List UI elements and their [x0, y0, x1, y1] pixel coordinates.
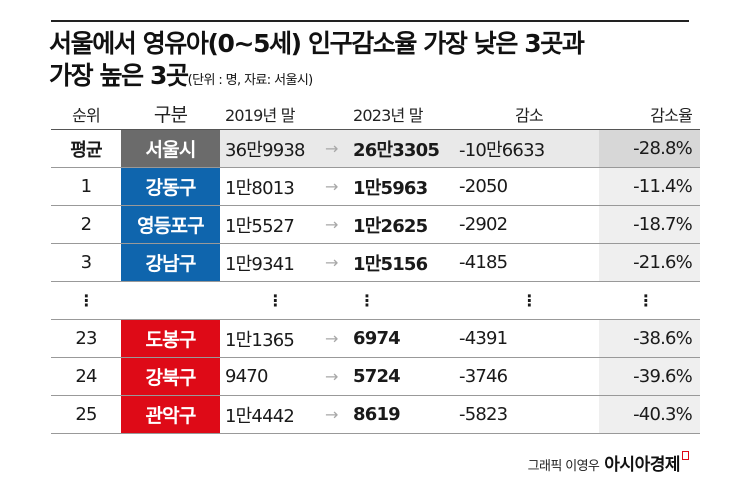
rate-cell: -39.6%	[599, 357, 700, 396]
value-2023: 6974	[353, 319, 449, 358]
header-row: 순위 구분 2019년 말 2023년 말 감소 감소율	[51, 98, 700, 130]
rank-cell: 23	[51, 319, 121, 358]
header-decrease: 감소	[449, 98, 599, 130]
ellipsis-icon: ⋮	[220, 281, 325, 320]
rank-cell: 2	[51, 205, 121, 244]
decrease-cell: -2902	[449, 205, 599, 244]
ellipsis-row: ⋮ ⋮ ⋮ ⋮ ⋮	[51, 281, 700, 320]
district-cell: 강남구	[121, 243, 220, 282]
value-2019: 1만1365	[220, 319, 325, 358]
value-2019: 9470	[220, 357, 325, 396]
ellipsis-icon: ⋮	[51, 281, 121, 320]
decrease-cell: -5823	[449, 395, 599, 434]
chart-title: 서울에서 영유아(0~5세) 인구감소율 가장 낮은 3곳과 가장 높은 3곳(…	[49, 28, 709, 97]
ellipsis-spacer	[121, 281, 220, 320]
rate-cell: -40.3%	[599, 395, 700, 434]
table-row: 3 강남구 1만9341 → 1만5156 -4185 -21.6%	[51, 243, 700, 282]
ellipsis-icon: ⋮	[353, 281, 449, 320]
value-2019: 1만9341	[220, 243, 325, 282]
arrow-icon: →	[325, 357, 353, 396]
header-rank: 순위	[51, 98, 121, 130]
decrease-cell: -4185	[449, 243, 599, 282]
table-row: 24 강북구 9470 → 5724 -3746 -39.6%	[51, 357, 700, 396]
top-rule	[51, 20, 689, 22]
value-2023: 8619	[353, 395, 449, 434]
header-district: 구분	[121, 98, 220, 130]
district-cell: 강북구	[121, 357, 220, 396]
value-2023: 1만2625	[353, 205, 449, 244]
value-2019: 1만4442	[220, 395, 325, 434]
ellipsis-icon: ⋮	[599, 281, 700, 320]
brand-logo: 아시아경제	[604, 455, 680, 475]
unit-note: (단위 : 명, 자료: 서울시)	[187, 73, 314, 88]
value-2023: 1만5156	[353, 243, 449, 282]
decrease-cell: -10만6633	[449, 129, 599, 168]
rate-cell: -38.6%	[599, 319, 700, 358]
header-2019: 2019년 말	[220, 98, 325, 130]
arrow-icon: →	[325, 395, 353, 434]
district-cell: 서울시	[121, 129, 220, 168]
value-2023: 5724	[353, 357, 449, 396]
rank-cell: 24	[51, 357, 121, 396]
district-cell: 관악구	[121, 395, 220, 434]
rate-cell: -28.8%	[599, 129, 700, 168]
district-cell: 강동구	[121, 167, 220, 206]
table-row: 23 도봉구 1만1365 → 6974 -4391 -38.6%	[51, 319, 700, 358]
arrow-icon: →	[325, 129, 353, 168]
rate-cell: -11.4%	[599, 167, 700, 206]
district-cell: 도봉구	[121, 319, 220, 358]
arrow-icon: →	[325, 205, 353, 244]
value-2019: 1만5527	[220, 205, 325, 244]
title-line-1: 서울에서 영유아(0~5세) 인구감소율 가장 낮은 3곳과	[49, 29, 585, 58]
table-row: 25 관악구 1만4442 → 8619 -5823 -40.3%	[51, 395, 700, 434]
value-2019: 1만8013	[220, 167, 325, 206]
value-2019: 36만9938	[220, 129, 325, 168]
table-row-average: 평균 서울시 36만9938 → 26만3305 -10만6633 -28.8%	[51, 129, 700, 168]
decrease-cell: -4391	[449, 319, 599, 358]
header-arrow-spacer	[325, 98, 353, 130]
ellipsis-icon: ⋮	[449, 281, 599, 320]
ellipsis-spacer	[325, 281, 353, 320]
title-line-2-text: 가장 높은 3곳	[49, 61, 189, 90]
decrease-cell: -2050	[449, 167, 599, 206]
rate-cell: -18.7%	[599, 205, 700, 244]
rank-cell: 1	[51, 167, 121, 206]
rate-cell: -21.6%	[599, 243, 700, 282]
rank-cell: 25	[51, 395, 121, 434]
value-2023: 1만5963	[353, 167, 449, 206]
table-row: 1 강동구 1만8013 → 1만5963 -2050 -11.4%	[51, 167, 700, 206]
arrow-icon: →	[325, 319, 353, 358]
decrease-cell: -3746	[449, 357, 599, 396]
table-row: 2 영등포구 1만5527 → 1만2625 -2902 -18.7%	[51, 205, 700, 244]
byline: 그래픽 이영우	[527, 459, 600, 474]
brand-mark-icon	[682, 451, 689, 460]
district-cell: 영등포구	[121, 205, 220, 244]
credit-line: 그래픽 이영우 아시아경제	[528, 450, 689, 475]
value-2023: 26만3305	[353, 129, 449, 168]
arrow-icon: →	[325, 243, 353, 282]
rank-cell: 3	[51, 243, 121, 282]
header-2023: 2023년 말	[353, 98, 449, 130]
data-table: 순위 구분 2019년 말 2023년 말 감소 감소율 평균 서울시 36만9…	[51, 98, 700, 434]
title-line-2: 가장 높은 3곳(단위 : 명, 자료: 서울시)	[49, 60, 709, 97]
rank-cell: 평균	[51, 129, 121, 168]
header-rate: 감소율	[599, 98, 700, 130]
arrow-icon: →	[325, 167, 353, 206]
